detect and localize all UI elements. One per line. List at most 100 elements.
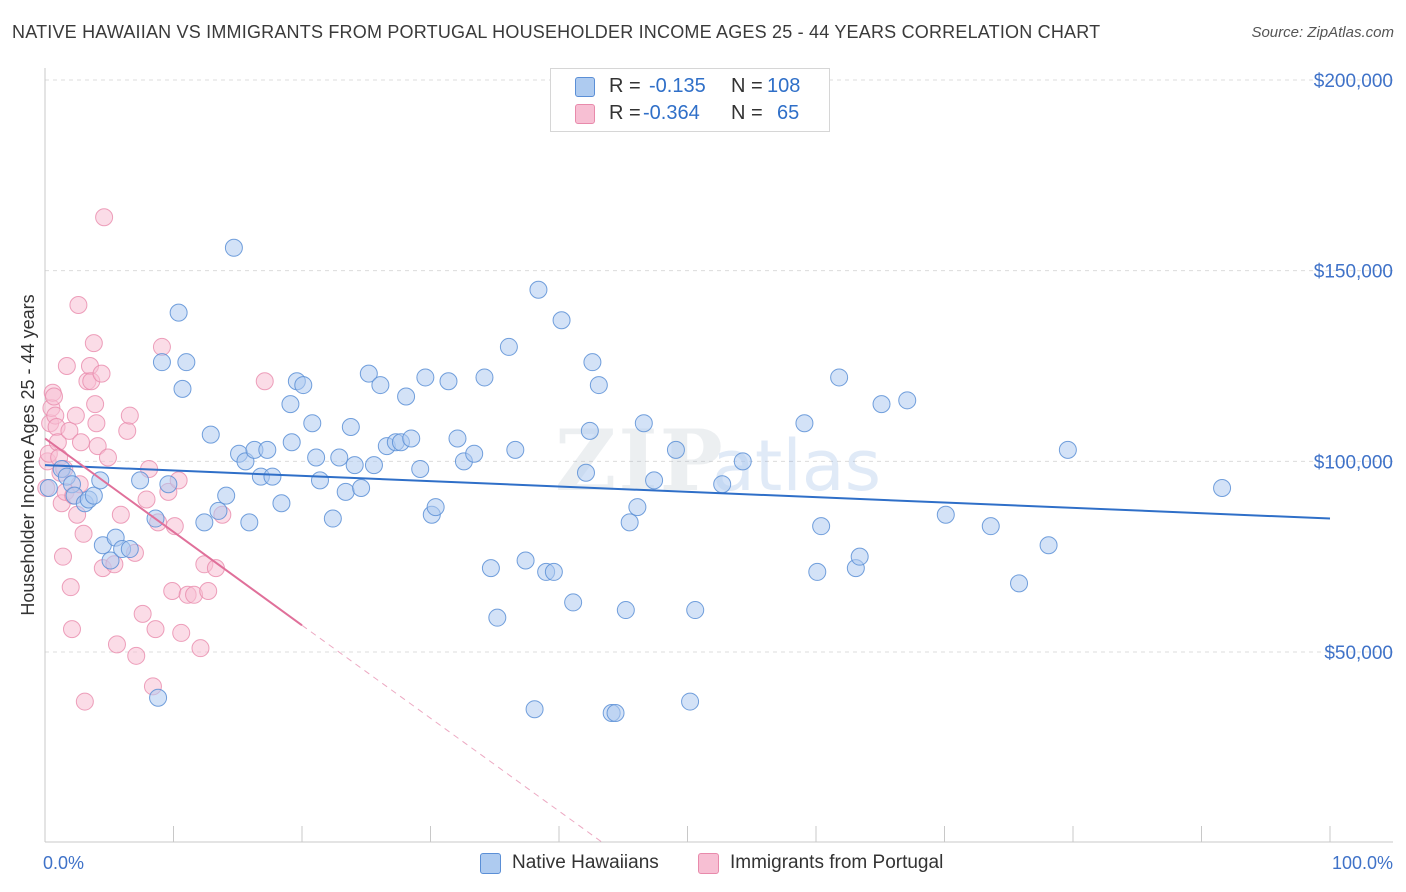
data-point-hawaiian bbox=[481, 559, 500, 578]
data-point-hawaiian bbox=[713, 475, 732, 494]
data-point-hawaiian bbox=[101, 551, 120, 570]
data-point-hawaiian bbox=[448, 429, 467, 448]
x-tick-label-right: 100.0% bbox=[1332, 853, 1393, 873]
data-point-portugal bbox=[120, 406, 139, 425]
data-point-hawaiian bbox=[830, 368, 849, 387]
data-point-hawaiian bbox=[1039, 536, 1058, 555]
data-point-portugal bbox=[133, 604, 152, 623]
data-point-portugal bbox=[92, 364, 111, 383]
data-point-hawaiian bbox=[583, 353, 602, 372]
y-tick-label: $100,000 bbox=[1314, 452, 1393, 473]
data-point-hawaiian bbox=[323, 509, 342, 528]
data-point-hawaiian bbox=[149, 688, 168, 707]
data-point-portugal bbox=[57, 357, 76, 375]
data-point-hawaiian bbox=[1058, 440, 1077, 459]
data-point-portugal bbox=[127, 646, 146, 665]
data-point-portugal bbox=[86, 395, 105, 414]
legend-r-label: R = bbox=[609, 75, 641, 97]
bottom-legend-label: Immigrants from Portugal bbox=[730, 852, 944, 873]
data-point-portugal bbox=[163, 581, 182, 600]
data-point-hawaiian bbox=[475, 368, 494, 387]
data-point-portugal bbox=[191, 639, 210, 658]
data-point-hawaiian bbox=[303, 414, 322, 433]
data-point-hawaiian bbox=[465, 444, 484, 463]
data-point-hawaiian bbox=[645, 471, 664, 490]
trend-lines bbox=[44, 437, 1331, 844]
data-point-hawaiian bbox=[681, 692, 700, 711]
data-point-hawaiian bbox=[263, 467, 282, 486]
data-point-hawaiian bbox=[397, 387, 416, 406]
data-point-hawaiian bbox=[795, 414, 814, 433]
data-point-hawaiian bbox=[499, 337, 518, 356]
data-point-hawaiian bbox=[516, 551, 535, 570]
data-point-hawaiian bbox=[850, 547, 869, 566]
y-axis-label: Householder Income Ages 25 - 44 years bbox=[18, 294, 38, 615]
source-credit: Source: ZipAtlas.com bbox=[1251, 24, 1394, 41]
data-point-hawaiian bbox=[159, 475, 178, 494]
data-point-hawaiian bbox=[39, 479, 58, 498]
data-point-hawaiian bbox=[169, 303, 188, 322]
data-point-hawaiian bbox=[152, 353, 171, 372]
data-point-hawaiian bbox=[564, 593, 583, 612]
data-point-hawaiian bbox=[1010, 574, 1029, 593]
data-point-hawaiian bbox=[525, 700, 544, 719]
data-point-hawaiian bbox=[352, 479, 371, 498]
data-point-portugal bbox=[172, 623, 191, 642]
data-point-hawaiian bbox=[812, 517, 831, 536]
data-point-hawaiian bbox=[402, 429, 421, 448]
data-point-hawaiian bbox=[898, 391, 917, 410]
trend-line-portugal bbox=[44, 437, 303, 627]
bottom-legend-swatch-blue bbox=[480, 853, 501, 874]
data-point-portugal bbox=[98, 448, 117, 467]
data-point-hawaiian bbox=[359, 364, 378, 383]
data-point-portugal bbox=[118, 421, 137, 440]
data-point-hawaiian bbox=[173, 379, 192, 398]
data-point-portugal bbox=[87, 414, 106, 433]
data-point-hawaiian bbox=[416, 368, 435, 387]
legend-r-label: R = bbox=[609, 102, 641, 124]
data-point-hawaiian bbox=[606, 704, 625, 723]
x-tick-label-left: 0.0% bbox=[43, 853, 84, 873]
data-point-hawaiian bbox=[209, 501, 228, 520]
data-point-hawaiian bbox=[307, 448, 326, 467]
series-portugal-points bbox=[37, 208, 274, 711]
data-point-portugal bbox=[53, 547, 72, 566]
data-point-portugal bbox=[61, 578, 80, 597]
data-point-portugal bbox=[74, 524, 93, 543]
data-point-portugal bbox=[88, 437, 107, 456]
data-point-hawaiian bbox=[426, 498, 445, 517]
data-point-portugal bbox=[146, 620, 165, 639]
data-point-hawaiian bbox=[439, 372, 458, 391]
trend-line-hawaiian bbox=[44, 464, 1331, 520]
data-point-portugal bbox=[107, 635, 126, 654]
data-point-hawaiian bbox=[411, 459, 430, 478]
data-point-portugal bbox=[84, 334, 103, 353]
legend-n-label: N = bbox=[731, 102, 763, 124]
data-point-portugal bbox=[111, 505, 130, 524]
legend-r-value: -0.364 bbox=[643, 102, 700, 124]
data-point-portugal bbox=[62, 620, 81, 639]
data-point-hawaiian bbox=[336, 482, 355, 501]
data-point-portugal bbox=[69, 295, 88, 314]
data-point-portugal bbox=[137, 490, 156, 509]
data-point-hawaiian bbox=[282, 433, 301, 452]
y-tick-label: $200,000 bbox=[1314, 71, 1393, 92]
correlation-legend: R = -0.135 N = 108 R = -0.364 N = 65 bbox=[550, 68, 830, 132]
legend-n-value: 108 bbox=[767, 75, 801, 97]
data-point-portugal bbox=[71, 433, 90, 452]
data-point-hawaiian bbox=[872, 395, 891, 414]
data-point-hawaiian bbox=[258, 440, 277, 459]
legend-n-label: N = bbox=[731, 75, 763, 97]
data-point-hawaiian bbox=[330, 448, 349, 467]
data-point-hawaiian bbox=[733, 452, 752, 471]
data-point-hawaiian bbox=[616, 601, 635, 620]
data-point-hawaiian bbox=[201, 425, 220, 444]
data-point-portugal bbox=[255, 372, 274, 391]
data-point-hawaiian bbox=[371, 376, 390, 395]
data-point-portugal bbox=[44, 387, 63, 406]
grid-lines bbox=[45, 79, 1393, 653]
data-point-portugal bbox=[95, 208, 114, 227]
legend-swatch-blue bbox=[575, 77, 595, 97]
data-point-hawaiian bbox=[506, 440, 525, 459]
